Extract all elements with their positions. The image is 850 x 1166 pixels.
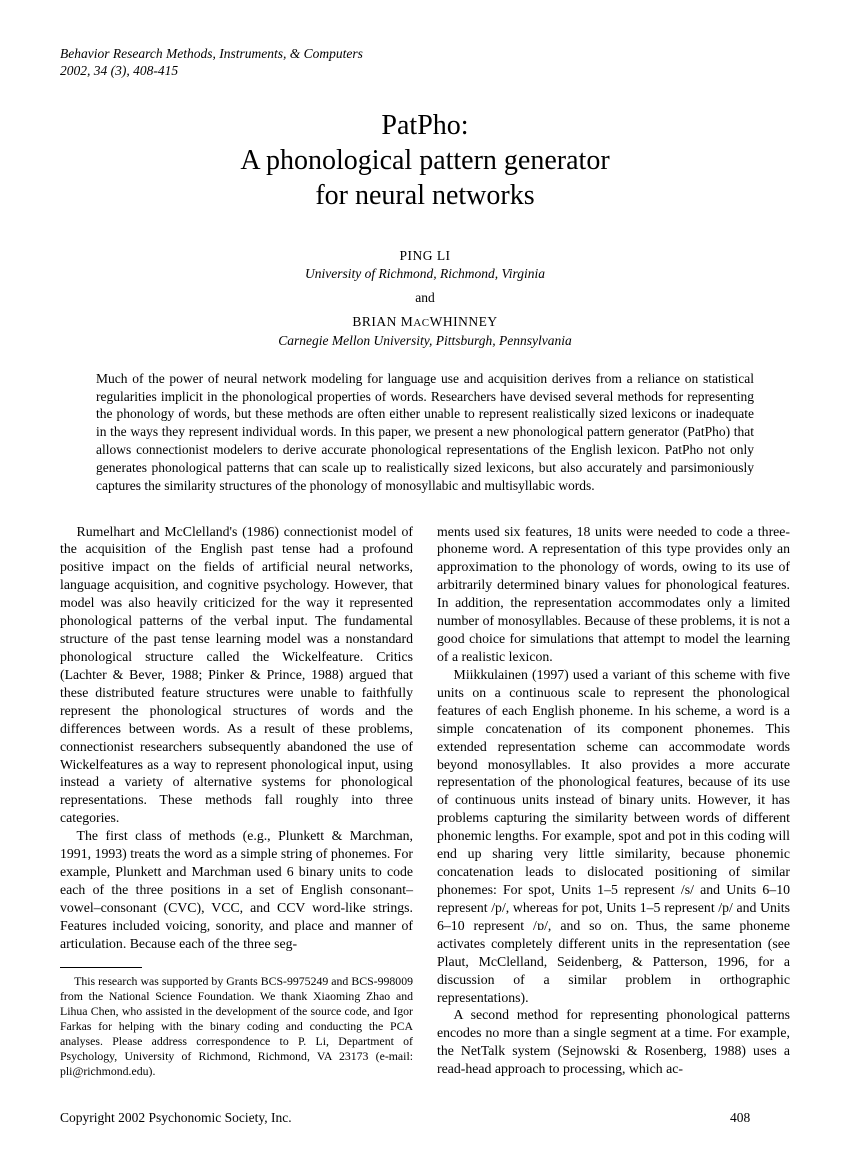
author-1-name: PING LI (60, 247, 790, 265)
body-paragraph: The first class of methods (e.g., Plunke… (60, 827, 413, 952)
footnote-rule (60, 967, 142, 968)
running-head: Behavior Research Methods, Instruments, … (60, 46, 790, 80)
title-line-1: PatPho: (381, 110, 468, 141)
body-paragraph: Miikkulainen (1997) used a variant of th… (437, 666, 790, 1007)
authors-block: PING LI University of Richmond, Richmond… (60, 247, 790, 350)
body-paragraph: Rumelhart and McClelland's (1986) connec… (60, 523, 413, 828)
page-number: 408 (730, 1110, 790, 1126)
title-block: PatPho: A phonological pattern generator… (60, 108, 790, 213)
author-2-name: BRIAN MACWHINNEY (60, 313, 790, 331)
journal-name: Behavior Research Methods, Instruments, … (60, 46, 790, 63)
footnote: This research was supported by Grants BC… (60, 974, 413, 1080)
body-paragraph: ments used six features, 18 units were n… (437, 523, 790, 666)
body-columns: Rumelhart and McClelland's (1986) connec… (60, 523, 790, 1080)
paper-title: PatPho: A phonological pattern generator… (60, 108, 790, 213)
authors-and: and (60, 289, 790, 307)
right-column: ments used six features, 18 units were n… (437, 523, 790, 1080)
author-2-affiliation: Carnegie Mellon University, Pittsburgh, … (60, 332, 790, 350)
page-footer: Copyright 2002 Psychonomic Society, Inc.… (60, 1110, 790, 1126)
abstract: Much of the power of neural network mode… (96, 370, 754, 495)
left-column: Rumelhart and McClelland's (1986) connec… (60, 523, 413, 1080)
copyright-line: Copyright 2002 Psychonomic Society, Inc. (60, 1110, 570, 1126)
issue-info: 2002, 34 (3), 408-415 (60, 63, 790, 80)
body-paragraph: A second method for representing phonolo… (437, 1006, 790, 1078)
author-1-affiliation: University of Richmond, Richmond, Virgin… (60, 265, 790, 283)
title-line-2: A phonological pattern generator (240, 145, 609, 176)
title-line-3: for neural networks (315, 180, 534, 211)
